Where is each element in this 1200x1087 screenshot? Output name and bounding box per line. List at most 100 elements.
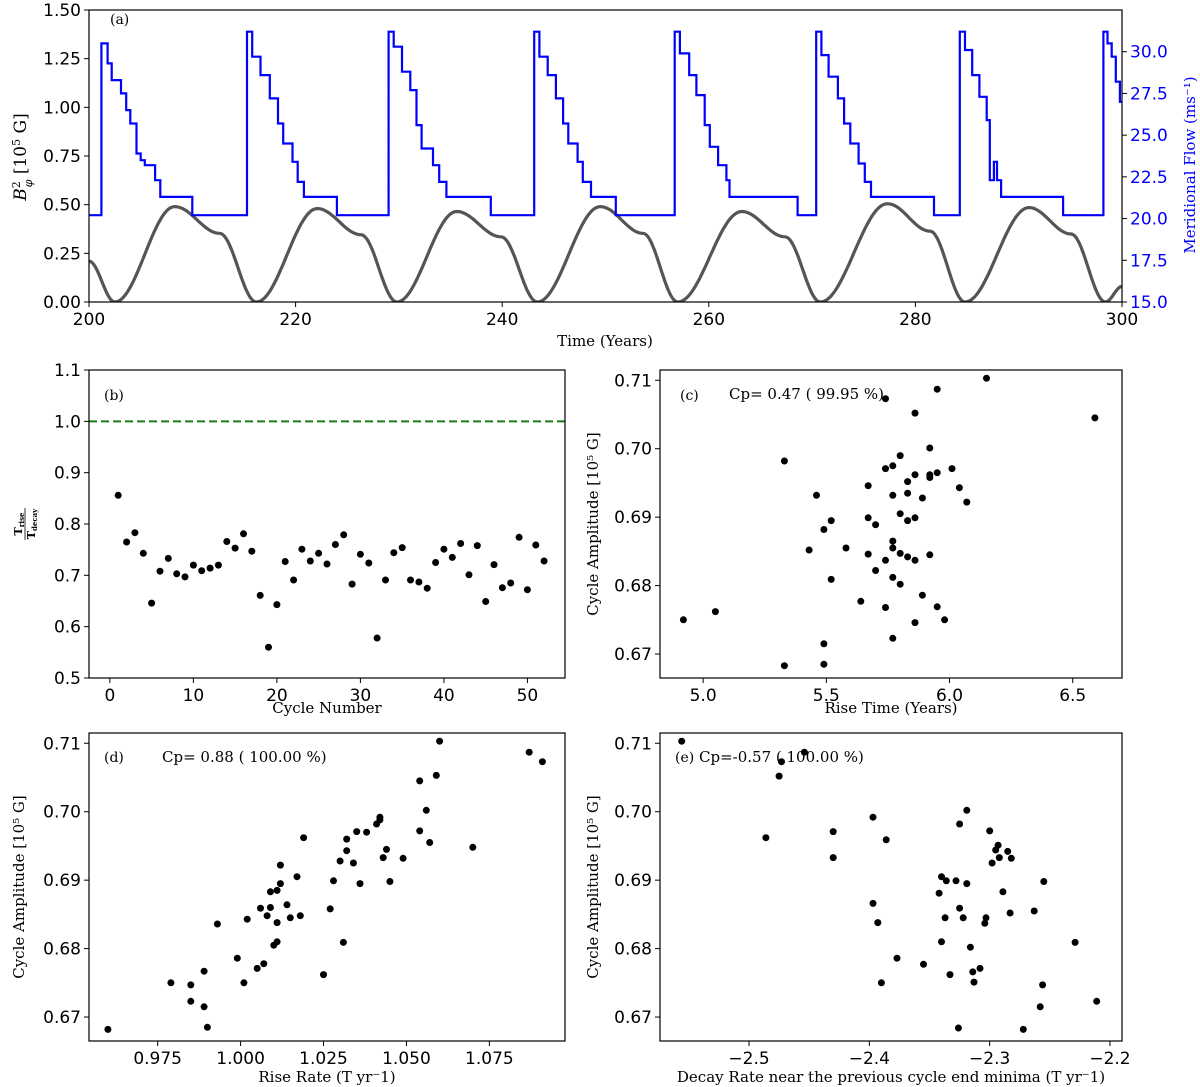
panel-d-frame: [88, 732, 566, 1042]
scatter-point: [827, 517, 835, 525]
scatter-point: [911, 556, 919, 564]
panel-e-xtick-label: −2.5: [728, 1049, 769, 1069]
scatter-point: [1040, 878, 1048, 885]
scatter-point: [173, 570, 181, 578]
scatter-point: [956, 820, 964, 828]
panel-d-xtick-label: 1.075: [465, 1049, 514, 1069]
scatter-point: [983, 374, 990, 382]
panel-a: (a) Time (Years) B2φ [105 G] Meridional …: [10, 1, 1199, 350]
panel-a-xlabel: Time (Years): [557, 332, 653, 350]
scatter-point: [432, 559, 440, 566]
scatter-point: [842, 544, 850, 552]
scatter-point: [864, 482, 872, 490]
scatter-point: [869, 899, 877, 907]
scatter-point: [896, 549, 904, 557]
scatter-point: [379, 854, 387, 862]
scatter-point: [240, 530, 247, 538]
scatter-point: [775, 772, 783, 780]
scatter-point: [882, 836, 890, 844]
panel-a-ytick-label: 1.50: [43, 1, 81, 21]
scatter-point: [889, 634, 897, 642]
panel-d-ytick-label: 0.70: [43, 803, 81, 823]
scatter-point: [398, 544, 406, 552]
scatter-point: [432, 771, 440, 779]
scatter-point: [986, 827, 994, 835]
scatter-point: [778, 758, 785, 766]
scatter-point: [306, 557, 314, 565]
panel-a-label: (a): [110, 12, 129, 28]
scatter-point: [820, 526, 828, 533]
scatter-point: [187, 981, 195, 989]
scatter-point: [976, 964, 984, 972]
scatter-point: [918, 494, 926, 502]
panel-e-frame: [659, 732, 1123, 1042]
scatter-point: [440, 545, 448, 553]
scatter-point: [273, 601, 281, 609]
meridional-flow-line: [89, 30, 1122, 217]
scatter-point: [326, 905, 334, 913]
scatter-point: [283, 901, 291, 909]
panel-e-ytick-label: 0.68: [614, 940, 652, 960]
scatter-point: [266, 904, 274, 911]
panel-c-ytick-label: 0.71: [614, 371, 652, 391]
panel-a-ytick-right-label: 30.0: [1130, 43, 1168, 63]
panel-b-ytick-label: 0.9: [54, 464, 81, 484]
scatter-point: [941, 616, 949, 624]
scatter-point: [330, 877, 337, 885]
scatter-point: [104, 1025, 112, 1033]
scatter-point: [276, 880, 284, 888]
scatter-point: [156, 567, 164, 575]
scatter-point: [1007, 854, 1015, 862]
scatter-point: [896, 452, 904, 460]
scatter-point: [896, 580, 904, 588]
panel-c-xtick-label: 6.0: [936, 686, 963, 706]
scatter-point: [343, 847, 351, 855]
scatter-point: [343, 835, 351, 843]
scatter-point: [904, 489, 912, 497]
scatter-point: [281, 558, 289, 565]
scatter-point: [436, 737, 444, 745]
scatter-point: [904, 553, 912, 561]
panel-e-xtick-label: −2.4: [849, 1049, 890, 1069]
scatter-point: [386, 878, 394, 885]
panel-c-ytick-label: 0.69: [614, 508, 652, 528]
panel-c-ytick-label: 0.70: [614, 440, 652, 460]
scatter-point: [994, 841, 1002, 849]
panel-a-ytick-right-label: 17.5: [1130, 251, 1168, 271]
panel-e-ylabel: Cycle Amplitude [10⁵ G]: [584, 795, 602, 979]
scatter-point: [982, 914, 990, 922]
panel-c-ytick-label: 0.67: [614, 645, 652, 665]
scatter-point: [970, 978, 978, 986]
scatter-point: [373, 634, 381, 642]
panel-b-xtick-label: 30: [350, 686, 372, 706]
panel-a-xtick-label: 300: [1106, 310, 1138, 330]
scatter-point: [955, 484, 963, 492]
panel-c-frame: [659, 369, 1123, 679]
scatter-point: [952, 877, 960, 885]
scatter-point: [200, 1003, 208, 1011]
scatter-point: [363, 828, 371, 836]
scatter-point: [290, 576, 298, 584]
scatter-point: [959, 914, 967, 922]
scatter-point: [679, 616, 687, 624]
panel-b-ylabel: Trise Tdecay: [12, 508, 39, 540]
scatter-point: [390, 549, 398, 557]
scatter-point: [336, 857, 344, 865]
panel-a-ytick-right-label: 25.0: [1130, 126, 1168, 146]
scatter-point: [935, 889, 943, 897]
scatter-point: [426, 839, 434, 846]
scatter-point: [243, 915, 251, 923]
panel-e-ytick-label: 0.71: [614, 734, 652, 754]
scatter-point: [148, 599, 156, 607]
scatter-point: [257, 904, 264, 912]
panel-a-xtick-label: 240: [486, 310, 518, 330]
scatter-point: [260, 960, 268, 968]
scatter-point: [273, 919, 281, 927]
panel-a-ytick-right-label: 27.5: [1130, 84, 1168, 104]
scatter-point: [872, 521, 880, 529]
scatter-point: [276, 861, 284, 869]
scatter-point: [300, 834, 308, 842]
scatter-point: [240, 979, 248, 987]
scatter-point: [187, 997, 195, 1005]
